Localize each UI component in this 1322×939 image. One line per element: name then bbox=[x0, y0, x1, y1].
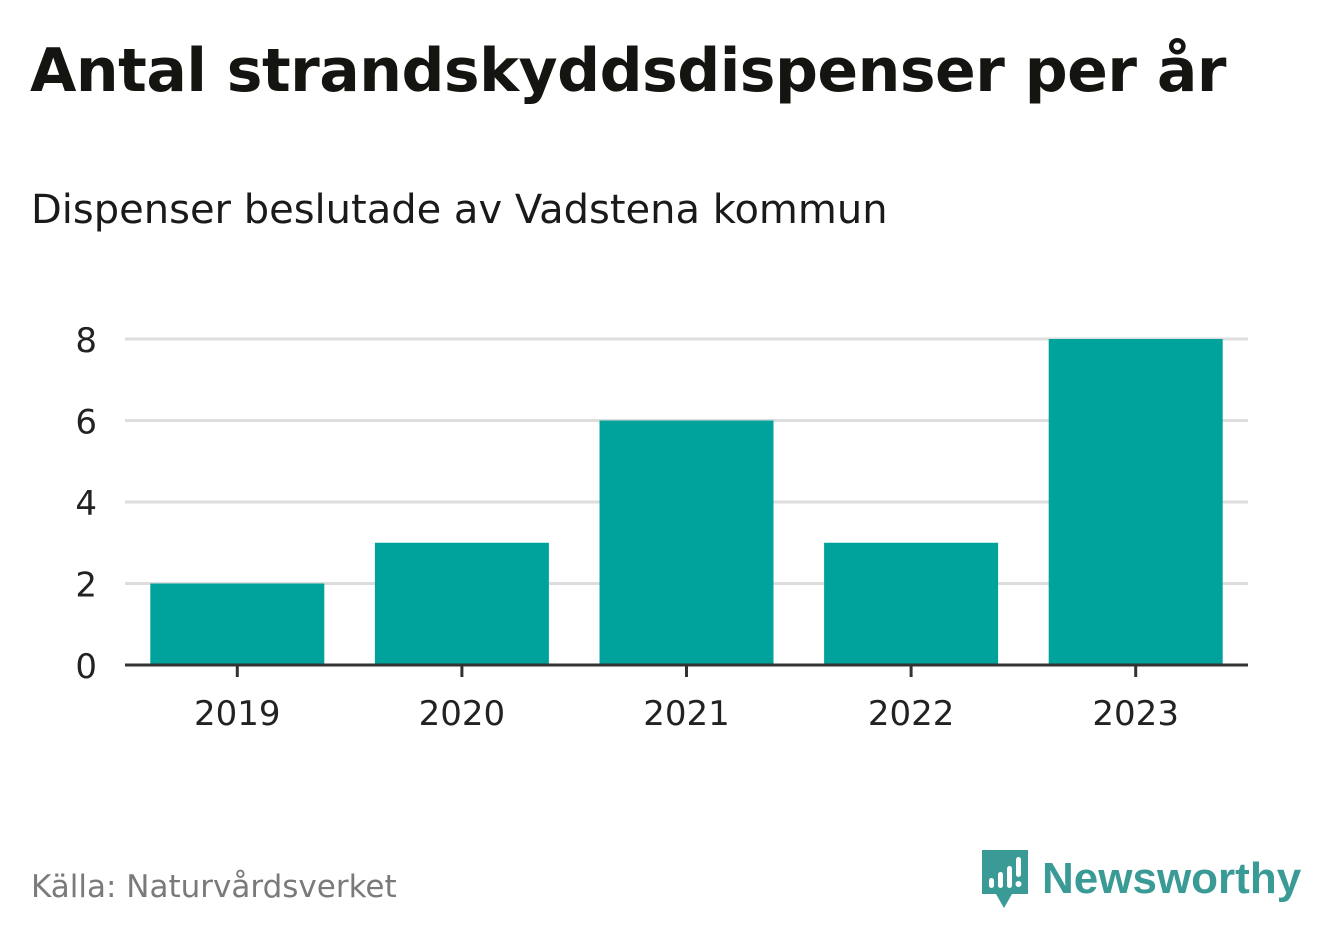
y-tick-label: 6 bbox=[75, 403, 97, 443]
x-tick-label: 2021 bbox=[643, 694, 730, 734]
newsworthy-logo-icon bbox=[982, 850, 1028, 908]
y-tick-label: 4 bbox=[75, 484, 97, 524]
x-tick-label: 2020 bbox=[419, 694, 506, 734]
y-tick-label: 2 bbox=[75, 566, 97, 606]
brand-name: Newsworthy bbox=[1042, 854, 1302, 903]
x-tick-label: 2019 bbox=[194, 694, 281, 734]
bar bbox=[1048, 339, 1223, 665]
chart-title: Antal strandskyddsdispenser per år bbox=[30, 36, 1226, 106]
y-tick-label: 8 bbox=[75, 321, 97, 361]
x-tick-label: 2022 bbox=[868, 694, 955, 734]
source-note: Källa: Naturvårdsverket bbox=[31, 869, 397, 905]
bar bbox=[824, 542, 999, 665]
bar bbox=[374, 542, 549, 665]
chart-subtitle: Dispenser beslutade av Vadstena kommun bbox=[31, 187, 888, 233]
brand-logo: Newsworthy bbox=[980, 848, 1301, 910]
y-tick-label: 0 bbox=[75, 647, 97, 687]
bar bbox=[599, 420, 774, 665]
bar bbox=[150, 583, 325, 665]
x-tick-label: 2023 bbox=[1092, 694, 1179, 734]
